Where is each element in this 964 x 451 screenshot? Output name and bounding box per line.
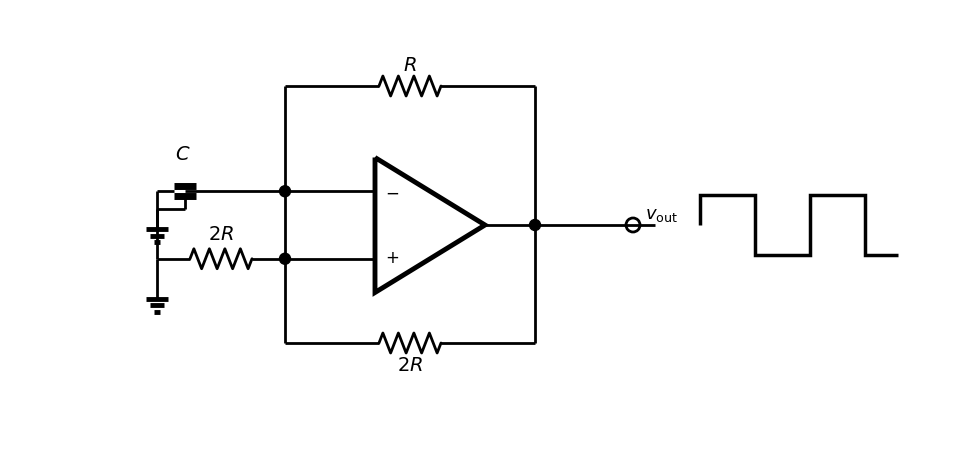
Text: $2R$: $2R$ bbox=[397, 355, 423, 374]
Text: $C$: $C$ bbox=[175, 145, 191, 164]
Text: $v_{\mathrm{out}}$: $v_{\mathrm{out}}$ bbox=[645, 206, 678, 224]
Circle shape bbox=[280, 186, 290, 198]
Text: $-$: $-$ bbox=[385, 183, 399, 201]
Circle shape bbox=[529, 220, 541, 231]
Circle shape bbox=[280, 253, 290, 265]
Text: $2R$: $2R$ bbox=[208, 224, 234, 243]
Text: $+$: $+$ bbox=[385, 248, 399, 266]
Text: $R$: $R$ bbox=[403, 56, 416, 75]
